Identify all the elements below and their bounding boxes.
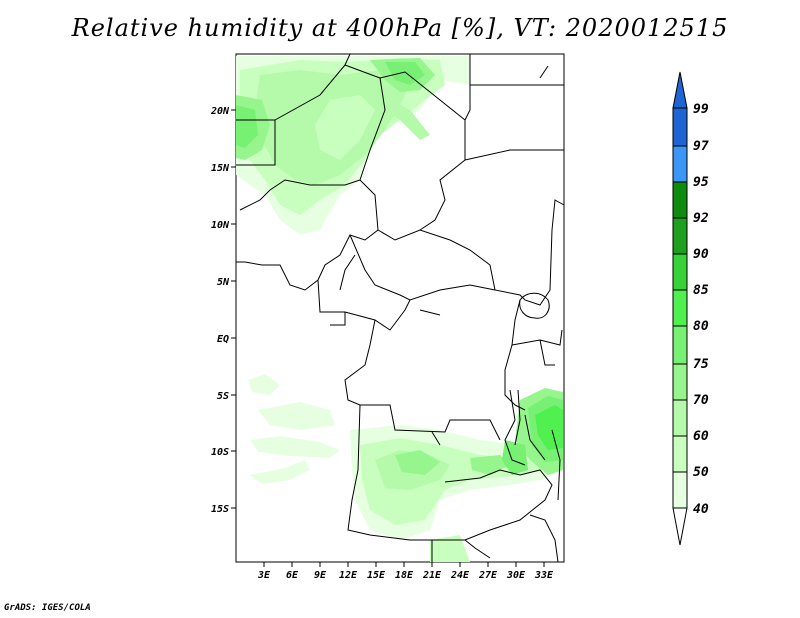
- lat-label: 5N: [217, 277, 230, 288]
- map-area[interactable]: [231, 53, 565, 567]
- colorbar-label: 75: [693, 357, 709, 372]
- colorbar-label: 40: [693, 502, 709, 517]
- lat-label: 10N: [211, 220, 230, 231]
- lat-label: 10S: [211, 447, 229, 458]
- colorbar-label: 85: [693, 283, 709, 298]
- colorbar-segment-95: [672, 145, 688, 183]
- colorbar-segment-60: [672, 399, 688, 437]
- colorbar-label: 50: [693, 465, 709, 480]
- lon-label: 12E: [339, 570, 358, 581]
- colorbar: 99 97 95 92 90 85 80 75 70 60 50 40: [672, 71, 709, 546]
- lat-label: 5S: [217, 391, 229, 402]
- colorbar-label: 80: [693, 319, 709, 334]
- lon-label: 15E: [367, 570, 386, 581]
- lon-label: 30E: [506, 570, 526, 581]
- colorbar-segment-85: [672, 253, 688, 291]
- lon-label: 6E: [286, 570, 299, 581]
- lon-label: 18E: [395, 570, 414, 581]
- grads-credit: GrADS: IGES/COLA: [4, 603, 91, 613]
- lat-label: 15N: [211, 163, 230, 174]
- colorbar-label: 70: [693, 393, 709, 408]
- colorbar-segment-97: [672, 107, 688, 147]
- tick-marks: [231, 109, 545, 567]
- colorbar-label: 92: [693, 211, 709, 226]
- colorbar-segment-70: [672, 363, 688, 401]
- colorbar-segment-90: [672, 217, 688, 255]
- colorbar-segment-40: [672, 471, 688, 509]
- colorbar-label: 99: [693, 102, 709, 117]
- country-borders: [236, 53, 565, 563]
- lat-label: 15S: [211, 504, 229, 515]
- lon-label: 27E: [478, 570, 498, 581]
- colorbar-bottom-arrow: [672, 507, 688, 546]
- colorbar-segment-80: [672, 289, 688, 327]
- humidity-shading: [236, 56, 563, 562]
- lon-label: 33E: [534, 570, 554, 581]
- lon-label: 3E: [257, 570, 271, 581]
- colorbar-segment-50: [672, 435, 688, 473]
- colorbar-label: 90: [693, 247, 709, 262]
- map-title: Relative humidity at 400hPa [%], VT: 202…: [71, 14, 729, 42]
- colorbar-segment-75: [672, 325, 688, 365]
- lon-label: 9E: [314, 570, 327, 581]
- lat-label: EQ: [217, 334, 229, 345]
- colorbar-label: 97: [693, 139, 709, 154]
- latitude-labels: 20N 15N 10N 5N EQ 5S 10S 15S: [210, 106, 230, 515]
- colorbar-segment-92: [672, 181, 688, 219]
- lon-label: 24E: [450, 570, 470, 581]
- colorbar-label: 95: [693, 175, 709, 190]
- colorbar-top-arrow: [672, 71, 688, 109]
- colorbar-label: 60: [693, 429, 709, 444]
- lat-label: 20N: [210, 106, 230, 117]
- lon-label: 21E: [422, 570, 442, 581]
- longitude-labels: 3E 6E 9E 12E 15E 18E 21E 24E 27E 30E 33E: [257, 570, 554, 581]
